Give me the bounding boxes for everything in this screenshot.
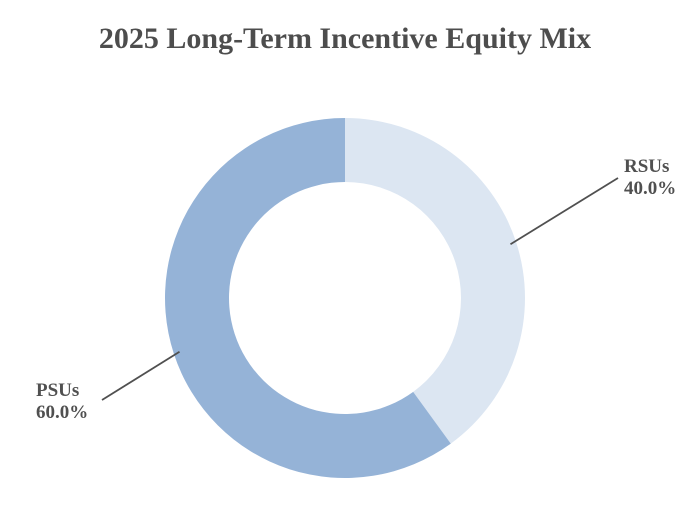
slice-value-label-rsus: 40.0% (624, 178, 676, 199)
slice-value-label-psus: 60.0% (36, 402, 88, 423)
slice-name-label-psus: PSUs (36, 380, 79, 401)
leader-line-rsus (510, 177, 619, 245)
chart-title: 2025 Long-Term Incentive Equity Mix (98, 22, 592, 55)
donut-slices (164, 118, 525, 478)
slice-name-label-rsus: RSUs (624, 156, 669, 177)
slice-rsus (345, 118, 525, 444)
leader-line-psus (101, 351, 180, 401)
leader-lines (101, 177, 619, 401)
slice-psus (164, 118, 451, 478)
